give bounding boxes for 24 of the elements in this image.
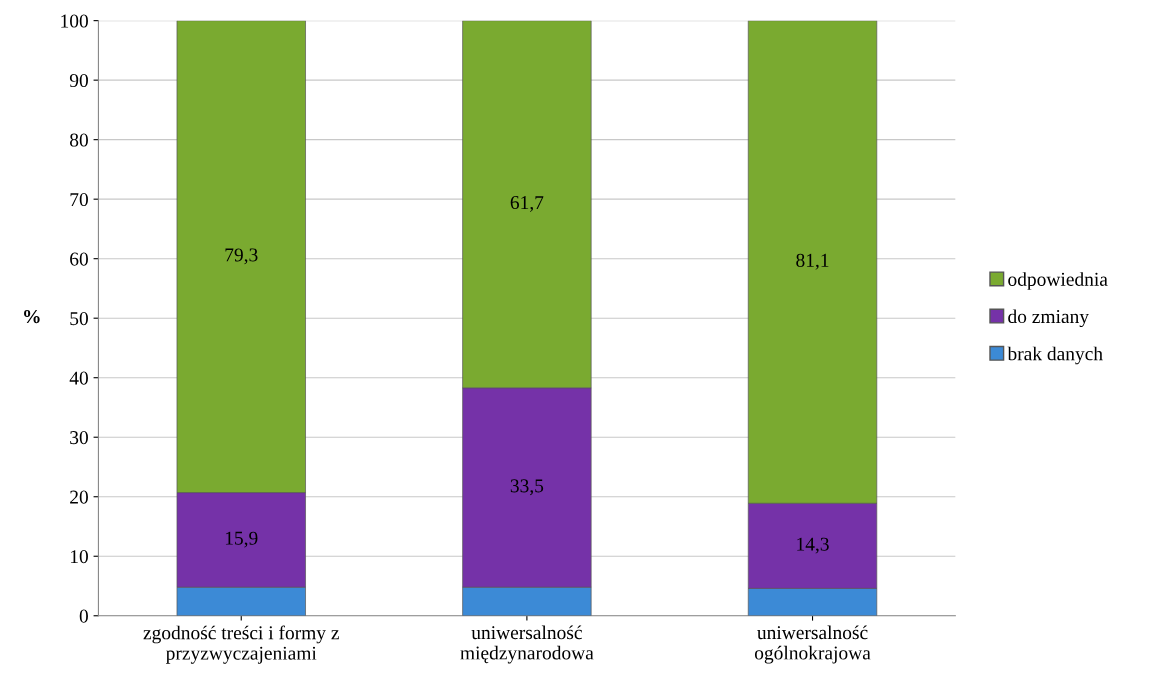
- data-label: 15,9: [225, 531, 258, 548]
- y-tick-label: 30: [70, 431, 88, 445]
- data-label: 61,7: [510, 196, 544, 212]
- x-tick-label: zgodność treści i formy z przyzwyczajeniami: [143, 625, 339, 664]
- y-tick-label: 100: [61, 14, 88, 28]
- legend-label: brak danych: [1007, 346, 1103, 365]
- y-tick-label: 60: [70, 252, 88, 266]
- data-label: 33,5: [510, 479, 544, 496]
- y-tick-label: 50: [70, 312, 88, 326]
- y-tick-label: 40: [69, 371, 88, 385]
- legend-label: do zmiany: [1008, 309, 1089, 328]
- data-label: 79,3: [225, 248, 258, 265]
- y-tick-label: 0: [79, 609, 88, 623]
- data-label: 14,3: [797, 537, 829, 554]
- y-tick-label: 20: [70, 490, 88, 504]
- legend-label: odpowiednia: [1008, 272, 1108, 290]
- x-tick-label: uniwersalność międzynarodowa: [460, 625, 594, 664]
- x-tick-label: uniwersalność ogólnokrajowa: [754, 625, 871, 664]
- y-tick-label: 70: [70, 192, 88, 207]
- data-label: 81,1: [796, 253, 829, 270]
- y-axis-title: %: [24, 309, 40, 324]
- y-tick-label: 90: [69, 73, 88, 88]
- y-tick-label: 80: [70, 133, 88, 147]
- y-tick-label: 10: [70, 550, 88, 564]
